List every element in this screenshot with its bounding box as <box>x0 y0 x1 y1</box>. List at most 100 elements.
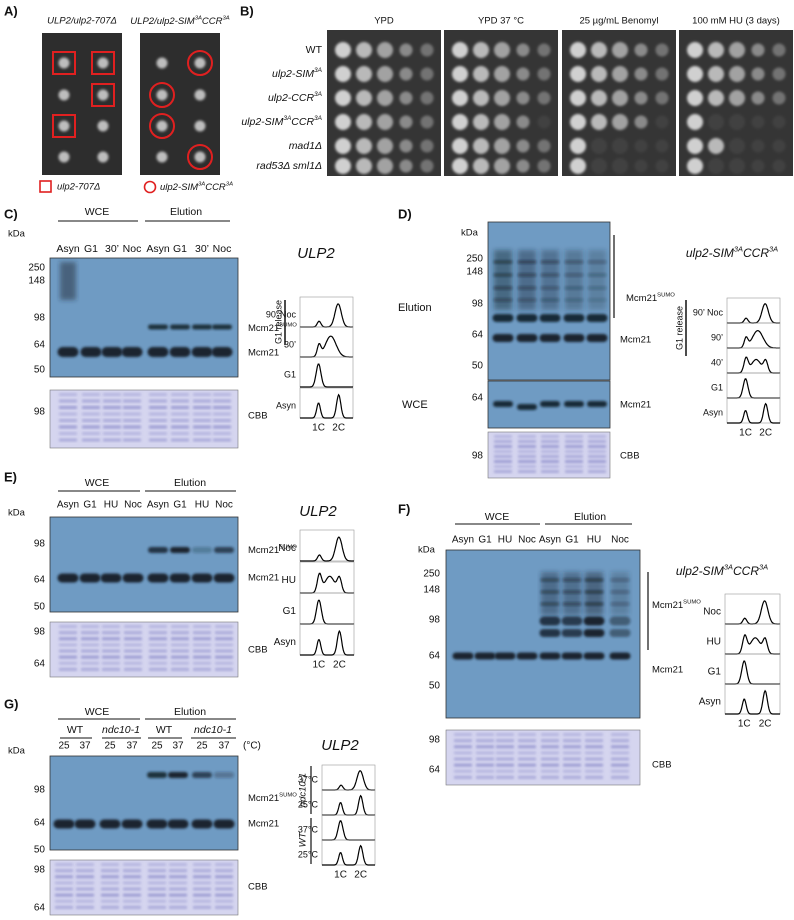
cbb-band <box>59 399 77 403</box>
cbb-band <box>171 425 189 429</box>
cbb-band <box>123 869 141 873</box>
temp-label: 25 <box>196 741 208 752</box>
unit-label: kDa <box>8 508 26 519</box>
cbb-band <box>123 412 141 416</box>
panel-label: G) <box>4 696 18 711</box>
superscript: 3A <box>724 562 733 571</box>
cbb-band <box>454 745 472 749</box>
band <box>610 602 630 606</box>
cbb-band <box>518 450 536 453</box>
group-label: Elution <box>174 477 206 489</box>
spot <box>494 114 510 130</box>
marker-circle <box>149 113 175 139</box>
cbb-band <box>149 637 167 641</box>
marker-label: 148 <box>423 585 440 596</box>
spot <box>356 42 372 58</box>
marker-label: 98 <box>34 313 46 324</box>
cbb-band <box>124 667 142 671</box>
lane-label: HU <box>587 535 601 546</box>
cbb-band <box>169 899 187 903</box>
flow-frame <box>299 623 355 656</box>
band-label: Mcm21 <box>248 348 279 359</box>
spot <box>772 159 786 173</box>
cbb-band <box>124 631 142 635</box>
flow-row-label: G1 <box>284 369 296 379</box>
spot <box>612 66 628 82</box>
cbb-band <box>55 905 73 909</box>
band <box>562 590 582 594</box>
band <box>493 286 513 290</box>
cbb-band <box>76 887 94 891</box>
cbb-band <box>103 425 121 429</box>
unit-label: kDa <box>461 228 479 239</box>
cbb-band <box>454 775 472 779</box>
band <box>100 573 122 583</box>
cbb-band <box>215 643 233 647</box>
cbb-band <box>476 745 494 749</box>
cbb-band <box>148 863 166 866</box>
spot <box>420 91 434 105</box>
cbb-band <box>102 667 120 671</box>
marker-label: 50 <box>34 845 46 856</box>
colony <box>97 57 109 69</box>
cbb-band <box>124 649 142 653</box>
panel-label: E) <box>4 469 17 484</box>
cbb-band <box>82 393 100 396</box>
cbb-label: CBB <box>248 411 268 422</box>
lane-label: G1 <box>173 500 187 511</box>
marker-label: 98 <box>429 615 441 626</box>
band <box>539 629 561 637</box>
spot <box>537 67 551 81</box>
histogram <box>322 844 375 866</box>
cbb-band <box>148 893 166 897</box>
cbb-band <box>193 393 211 396</box>
cbb-band <box>123 899 141 903</box>
spot <box>772 43 786 57</box>
cbb-band <box>541 763 559 767</box>
lane-label: Noc <box>123 243 142 255</box>
cbb-band <box>193 432 211 435</box>
band-label: Mcm21SUMO <box>626 292 675 304</box>
cbb-band <box>611 763 629 767</box>
band <box>212 324 232 330</box>
spot <box>687 138 703 154</box>
superscript: 3A <box>314 67 322 74</box>
cbb-band <box>215 905 233 909</box>
cbb-band <box>59 655 77 659</box>
cbb-band <box>55 893 73 897</box>
text-part: CCR <box>743 246 769 260</box>
cbb-band <box>454 733 472 736</box>
cbb-band <box>149 655 167 659</box>
cbb-band <box>101 875 119 879</box>
band <box>517 260 537 264</box>
histogram <box>300 393 353 419</box>
cbb-band <box>149 432 167 435</box>
marker-label: 64 <box>34 575 46 586</box>
cbb-band <box>102 625 120 628</box>
cbb-band <box>563 739 581 743</box>
cbb-band <box>193 899 211 903</box>
flow-row-label: 30’ <box>284 339 296 349</box>
histogram <box>300 599 354 625</box>
cbb-band <box>102 631 120 635</box>
spot <box>570 42 586 58</box>
cbb-band <box>59 425 77 429</box>
spot <box>729 42 745 58</box>
band <box>492 334 514 342</box>
band <box>539 334 561 342</box>
spot <box>399 43 413 57</box>
spot <box>729 90 745 106</box>
cbb-band <box>565 440 583 443</box>
band <box>494 652 516 660</box>
histogram <box>322 820 375 841</box>
cbb-band <box>541 470 559 473</box>
cbb-band <box>103 399 121 403</box>
cbb-band <box>149 406 167 409</box>
spot <box>377 158 393 174</box>
superscript: 3A <box>734 244 743 253</box>
lane-label: Asyn <box>56 243 80 255</box>
band <box>587 286 607 290</box>
band <box>170 324 190 330</box>
band-label: Mcm21 <box>248 573 279 584</box>
temp-label: 37 <box>172 741 184 752</box>
